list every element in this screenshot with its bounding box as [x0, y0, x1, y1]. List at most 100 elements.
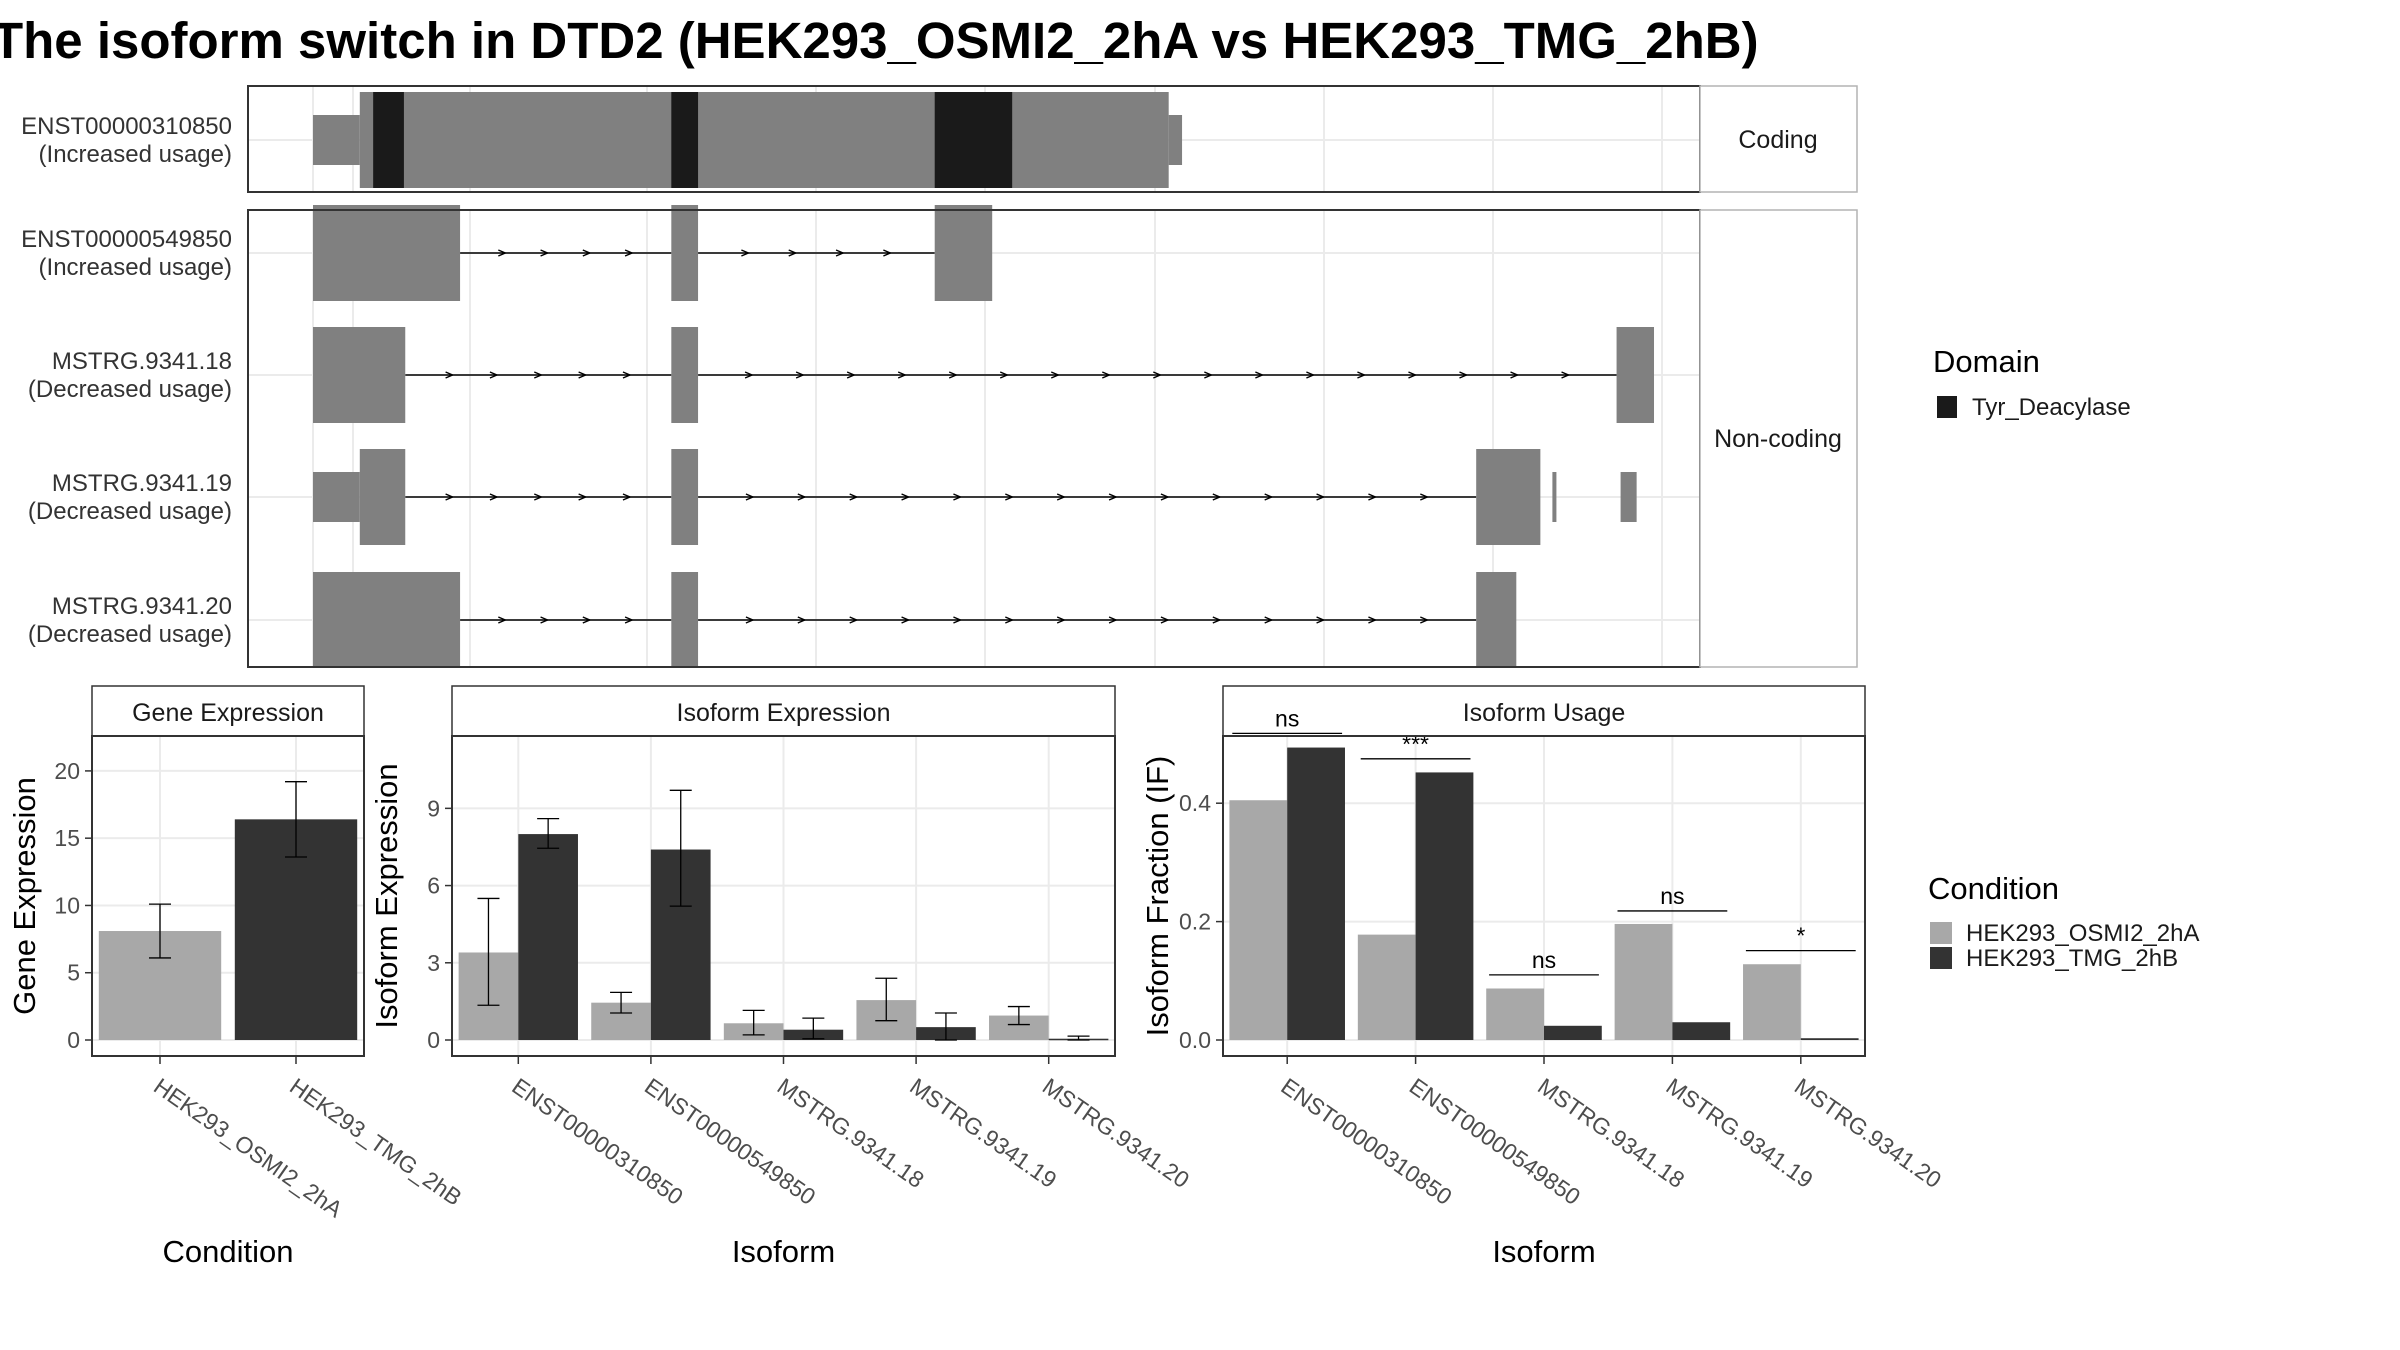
x-axis-title: Isoform — [1492, 1234, 1595, 1269]
intron-arrow — [797, 493, 807, 501]
strip-coding — [1699, 85, 1858, 193]
legend-domain-title: Domain — [1933, 344, 2040, 379]
utr-exon — [1168, 115, 1183, 165]
significance-label: ns — [1532, 947, 1556, 973]
intron-arrow — [578, 371, 588, 379]
intron-arrow — [1160, 493, 1170, 501]
strip-label-noncoding: Non-coding — [1714, 425, 1842, 453]
intron-arrow — [1368, 616, 1378, 624]
transcript-label-usage: (Decreased usage) — [28, 376, 232, 403]
intron-arrow — [1160, 616, 1170, 624]
intron-arrow — [1204, 371, 1214, 379]
legend-domain-item: Tyr_Deacylase — [1972, 394, 2131, 421]
legend-condition-item: HEK293_OSMI2_2hA — [1966, 920, 2199, 947]
intron-arrow — [948, 371, 958, 379]
intron-arrow — [846, 371, 856, 379]
transcript-label-usage: (Increased usage) — [39, 141, 232, 168]
intron-arrow — [624, 616, 634, 624]
y-axis-title: Gene Expression — [7, 777, 42, 1015]
intron-arrow — [901, 616, 911, 624]
legends: Domain Tyr_Deacylase Condition HEK293_OSMI2… — [1928, 344, 2199, 972]
intron-arrow — [1108, 493, 1118, 501]
y-tick-label: 0 — [67, 1027, 80, 1053]
panel-2: Isoform Usage0.00.20.4ns***nsns*ENST0000… — [1140, 685, 1946, 1269]
plot-border — [91, 735, 365, 1057]
transcript-MSTRG.9341.20 — [313, 572, 1517, 668]
intron-arrow — [540, 249, 550, 257]
legend-condition-item: HEK293_TMG_2hB — [1966, 945, 2178, 972]
intron-arrow — [498, 616, 508, 624]
bar-HEK293_TMG_2hB-ENST00000549850 — [1415, 772, 1474, 1040]
intron-arrow — [1212, 616, 1222, 624]
bar-HEK293_OSMI2_2hA-ENST00000549850 — [1357, 934, 1416, 1040]
intron-arrow — [1102, 371, 1112, 379]
significance-label: * — [1796, 923, 1805, 949]
transcript-ENST00000549850 — [313, 205, 993, 301]
intron-arrow — [849, 616, 859, 624]
transcript-label-usage: (Decreased usage) — [28, 498, 232, 525]
coding-exon — [313, 327, 406, 423]
intron-arrow — [1005, 493, 1015, 501]
utr-exon — [1552, 472, 1557, 522]
intron-arrow — [1368, 493, 1378, 501]
intron-arrow — [1153, 371, 1163, 379]
transcript-label-id: MSTRG.9341.18 — [52, 348, 232, 375]
intron-arrow — [1056, 493, 1066, 501]
bar-HEK293_TMG_2hB-MSTRG.9341.20 — [1800, 1038, 1859, 1040]
coding-exon — [1616, 327, 1655, 423]
expression-panels: Gene Expression05101520HEK293_OSMI2_2hAH… — [7, 685, 1946, 1269]
intron-arrow — [795, 371, 805, 379]
intron-arrow — [1408, 371, 1418, 379]
domain-segment — [373, 92, 404, 188]
coding-exon — [934, 205, 993, 301]
intron-arrow — [1306, 371, 1316, 379]
intron-arrow — [445, 493, 455, 501]
intron-arrow — [582, 616, 592, 624]
transcript-label-id: ENST00000310850 — [21, 113, 232, 140]
transcript-label-usage: (Increased usage) — [39, 254, 232, 281]
utr-exon — [313, 472, 360, 522]
panel-strip — [451, 685, 1116, 737]
y-tick-label: 0 — [427, 1027, 440, 1053]
intron-arrow — [622, 493, 632, 501]
intron-arrow — [745, 493, 755, 501]
strip-noncoding — [1699, 209, 1858, 668]
coding-exon — [1476, 449, 1541, 545]
y-tick-label: 3 — [427, 950, 440, 976]
intron-arrow — [1255, 371, 1265, 379]
intron-arrow — [897, 371, 907, 379]
structure-panel-noncoding — [248, 205, 1700, 668]
panel-strip-label: Isoform Usage — [1463, 699, 1626, 727]
intron-arrow — [534, 493, 544, 501]
coding-exon — [313, 205, 461, 301]
bar-HEK293_TMG_2hB-MSTRG.9341.19 — [1672, 1022, 1731, 1040]
intron-arrow — [498, 249, 508, 257]
intron-arrow — [1420, 616, 1430, 624]
intron-arrow — [1459, 371, 1469, 379]
intron-arrow — [953, 493, 963, 501]
structure-panel-coding — [248, 86, 1700, 192]
panel-strip — [91, 685, 365, 737]
coding-exon — [671, 327, 699, 423]
intron-arrow — [1510, 371, 1520, 379]
figure-title: The isoform switch in DTD2 (HEK293_OSMI2… — [0, 12, 1759, 69]
intron-arrow — [741, 249, 751, 257]
transcript-MSTRG.9341.19 — [313, 449, 1637, 545]
legend-domain-key — [1937, 396, 1957, 418]
intron-arrow — [1005, 616, 1015, 624]
coding-exon — [671, 572, 699, 668]
intron-arrow — [489, 493, 499, 501]
y-tick-label: 5 — [67, 960, 80, 986]
intron-arrow — [1316, 616, 1326, 624]
transcript-label-id: MSTRG.9341.19 — [52, 470, 232, 497]
transcript-ENST00000310850 — [313, 92, 1183, 188]
intron-arrow — [744, 371, 754, 379]
intron-arrow — [1264, 616, 1274, 624]
intron-arrow — [788, 249, 798, 257]
intron-arrow — [797, 616, 807, 624]
panel-strip-label: Isoform Expression — [677, 699, 891, 727]
transcript-label-usage: (Decreased usage) — [28, 621, 232, 648]
panel-strip-label: Gene Expression — [132, 699, 324, 727]
y-axis-title: Isoform Fraction (IF) — [1140, 756, 1175, 1037]
